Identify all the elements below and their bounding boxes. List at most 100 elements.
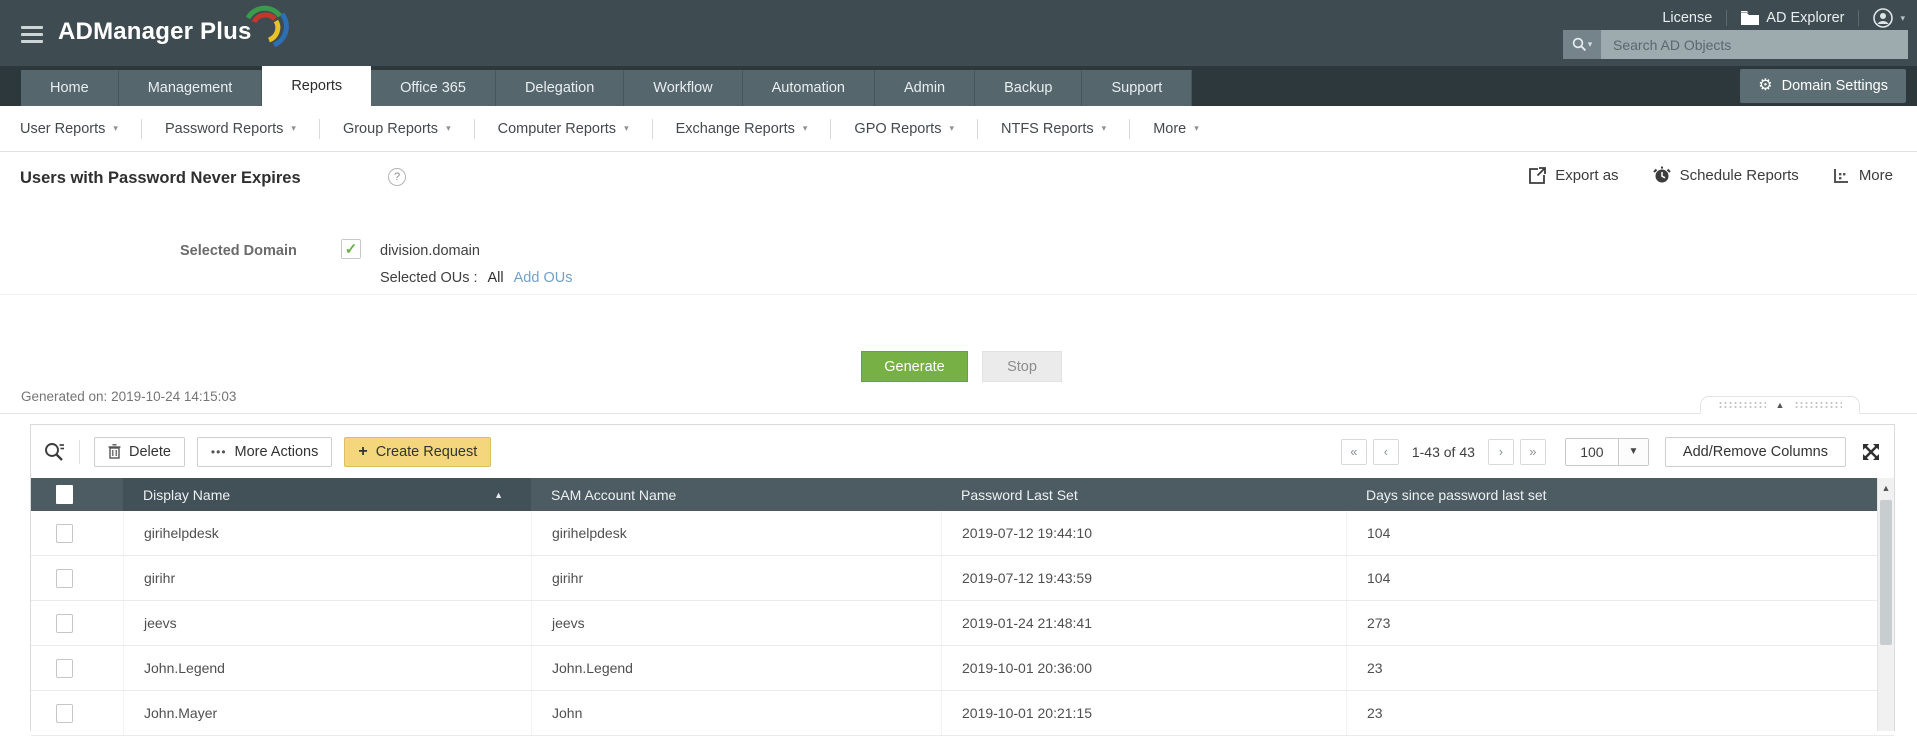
subnav-gpo-reports[interactable]: GPO Reports ▾ xyxy=(854,120,954,137)
table-row[interactable]: John.Legend John.Legend 2019-10-01 20:36… xyxy=(31,646,1894,691)
collapse-panel-handle[interactable]: ▲ xyxy=(1700,396,1860,414)
license-link[interactable]: License xyxy=(1662,10,1713,26)
cell-display-name: girihr xyxy=(123,556,531,600)
page-size-select[interactable]: 100 ▼ xyxy=(1564,437,1649,466)
vertical-scrollbar[interactable]: ▲ xyxy=(1877,478,1894,731)
dotted-pattern xyxy=(1794,401,1843,409)
select-all-checkbox[interactable] xyxy=(56,485,73,504)
main-nav: Home Management Reports Office 365 Deleg… xyxy=(0,66,1917,106)
search-scope-button[interactable]: ▾ xyxy=(1563,30,1601,59)
separator xyxy=(1726,10,1728,26)
cell-days-since: 273 xyxy=(1346,601,1894,645)
schedule-reports-button[interactable]: Schedule Reports xyxy=(1652,166,1799,184)
tab-admin[interactable]: Admin xyxy=(875,70,976,106)
subnav-ntfs-reports[interactable]: NTFS Reports ▾ xyxy=(1000,120,1107,137)
top-bar: ADManager Plus License AD Explorer ▾ xyxy=(0,0,1917,66)
scroll-up-icon[interactable]: ▲ xyxy=(1881,483,1891,493)
chevron-down-icon: ▼ xyxy=(1617,438,1648,465)
column-header-display-name[interactable]: Display Name ▲ xyxy=(123,478,531,511)
row-checkbox[interactable] xyxy=(56,658,73,678)
separator xyxy=(976,118,978,139)
table-row[interactable]: John.Mayer John 2019-10-01 20:21:15 23 xyxy=(31,691,1894,736)
chevron-down-icon: ▾ xyxy=(1587,39,1593,49)
delete-button[interactable]: Delete xyxy=(94,436,185,467)
pagination-next-button[interactable]: › xyxy=(1487,438,1514,465)
cell-sam-account-name: jeevs xyxy=(531,601,941,645)
app-logo: ADManager Plus xyxy=(58,18,252,46)
table-row[interactable]: girihr girihr 2019-07-12 19:43:59 104 xyxy=(31,556,1894,601)
cell-password-last-set: 2019-01-24 21:48:41 xyxy=(941,601,1346,645)
subnav-password-reports[interactable]: Password Reports ▾ xyxy=(164,120,296,137)
tab-support[interactable]: Support xyxy=(1082,70,1193,106)
more-actions-dropdown[interactable]: ••• More Actions xyxy=(196,436,333,467)
grid-toolbar-right: « ‹ 1-43 of 43 › » 100 ▼ Add/Remove Colu… xyxy=(1338,436,1882,467)
pagination-first-button[interactable]: « xyxy=(1340,438,1367,465)
chevron-down-icon: ▾ xyxy=(1900,12,1905,23)
chevron-down-icon: ▾ xyxy=(1194,123,1199,133)
subnav-user-reports[interactable]: User Reports ▾ xyxy=(20,120,118,137)
cell-password-last-set: 2019-10-01 20:21:15 xyxy=(941,691,1346,735)
cell-days-since: 104 xyxy=(1346,556,1894,600)
chevron-down-icon: ▾ xyxy=(949,123,954,133)
export-icon xyxy=(1529,166,1547,184)
ad-explorer-link[interactable]: AD Explorer xyxy=(1741,10,1844,26)
subnav-more[interactable]: More ▾ xyxy=(1153,120,1199,137)
hamburger-menu-icon[interactable] xyxy=(21,26,43,47)
cell-days-since: 23 xyxy=(1346,646,1894,690)
add-ous-link[interactable]: Add OUs xyxy=(513,270,573,286)
column-header-days-since[interactable]: Days since password last set xyxy=(1366,486,1547,503)
chevron-down-icon: ▾ xyxy=(446,123,451,133)
selected-domain-label: Selected Domain xyxy=(180,243,297,259)
tab-reports[interactable]: Reports xyxy=(262,66,372,106)
selected-ous-value: All xyxy=(487,270,504,286)
cell-password-last-set: 2019-07-12 19:43:59 xyxy=(941,556,1346,600)
help-icon[interactable]: ? xyxy=(388,168,406,186)
subnav-group-reports[interactable]: Group Reports ▾ xyxy=(342,120,451,137)
brand-text: ADManager Plus xyxy=(58,18,252,45)
column-header-sam-account-name[interactable]: SAM Account Name xyxy=(551,486,677,503)
create-request-button[interactable]: + Create Request xyxy=(344,436,492,467)
generate-button[interactable]: Generate xyxy=(861,351,968,382)
separator xyxy=(1129,118,1131,139)
subnav-computer-reports[interactable]: Computer Reports ▾ xyxy=(497,120,629,137)
column-header-password-last-set[interactable]: Password Last Set xyxy=(961,486,1078,503)
search-input[interactable] xyxy=(1601,30,1908,59)
table-row[interactable]: girihelpdesk girihelpdesk 2019-07-12 19:… xyxy=(31,511,1894,556)
cell-days-since: 104 xyxy=(1346,511,1894,555)
add-remove-columns-button[interactable]: Add/Remove Columns xyxy=(1664,436,1846,467)
pagination-prev-button[interactable]: ‹ xyxy=(1372,438,1399,465)
more-actions-button[interactable]: More xyxy=(1833,167,1893,184)
domain-checkbox[interactable]: ✓ xyxy=(341,239,361,259)
cell-sam-account-name: John.Legend xyxy=(531,646,941,690)
tab-automation[interactable]: Automation xyxy=(742,70,875,106)
tab-workflow[interactable]: Workflow xyxy=(624,70,743,106)
report-header: Users with Password Never Expires ? Expo… xyxy=(0,152,1917,204)
search-list-icon[interactable] xyxy=(43,441,65,463)
separator xyxy=(79,439,80,464)
export-as-button[interactable]: Export as xyxy=(1529,166,1619,184)
tab-backup[interactable]: Backup xyxy=(975,70,1083,106)
tab-home[interactable]: Home xyxy=(21,70,119,106)
pagination-last-button[interactable]: » xyxy=(1519,438,1546,465)
row-checkbox[interactable] xyxy=(56,523,73,543)
table-row[interactable]: jeevs jeevs 2019-01-24 21:48:41 273 xyxy=(31,601,1894,646)
table-header: Display Name ▲ SAM Account Name Password… xyxy=(31,478,1894,511)
row-checkbox[interactable] xyxy=(56,568,73,588)
chevron-down-icon: ▾ xyxy=(624,123,629,133)
user-account-menu[interactable]: ▾ xyxy=(1873,8,1905,28)
subnav-exchange-reports[interactable]: Exchange Reports ▾ xyxy=(675,120,808,137)
domain-settings-button[interactable]: ⚙ Domain Settings xyxy=(1740,69,1906,103)
separator xyxy=(651,118,653,139)
fullscreen-expand-icon[interactable] xyxy=(1862,443,1880,461)
selected-ous-label: Selected OUs : xyxy=(380,270,478,286)
row-checkbox[interactable] xyxy=(56,613,73,633)
tab-office365[interactable]: Office 365 xyxy=(371,70,496,106)
divider xyxy=(0,294,1917,295)
tab-delegation[interactable]: Delegation xyxy=(495,70,625,106)
stop-button[interactable]: Stop xyxy=(982,351,1062,382)
row-checkbox[interactable] xyxy=(56,703,73,723)
nav-tabs: Home Management Reports Office 365 Deleg… xyxy=(21,66,1193,106)
tab-management[interactable]: Management xyxy=(118,70,263,106)
scrollbar-thumb[interactable] xyxy=(1880,500,1892,645)
ad-object-search: ▾ xyxy=(1563,30,1908,59)
